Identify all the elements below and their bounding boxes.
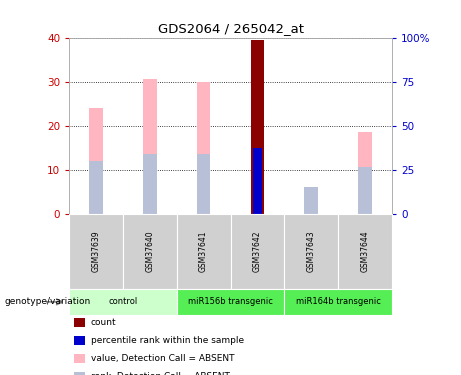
Text: GSM37641: GSM37641 bbox=[199, 231, 208, 272]
Text: GSM37642: GSM37642 bbox=[253, 231, 262, 272]
Bar bbox=[251, 148, 264, 214]
Bar bbox=[253, 148, 262, 214]
Bar bbox=[89, 161, 103, 214]
Title: GDS2064 / 265042_at: GDS2064 / 265042_at bbox=[158, 22, 303, 35]
Text: count: count bbox=[91, 318, 117, 327]
Bar bbox=[358, 168, 372, 214]
Bar bbox=[358, 132, 372, 214]
Text: genotype/variation: genotype/variation bbox=[5, 297, 91, 306]
Bar bbox=[197, 82, 210, 214]
Bar bbox=[143, 80, 157, 214]
Bar bbox=[304, 188, 318, 214]
Text: rank, Detection Call = ABSENT: rank, Detection Call = ABSENT bbox=[91, 372, 230, 375]
Text: GSM37639: GSM37639 bbox=[92, 230, 100, 272]
Text: GSM37644: GSM37644 bbox=[361, 230, 369, 272]
Text: miR164b transgenic: miR164b transgenic bbox=[296, 297, 380, 306]
Text: GSM37643: GSM37643 bbox=[307, 230, 316, 272]
Bar bbox=[197, 154, 210, 214]
Text: control: control bbox=[108, 297, 137, 306]
Text: value, Detection Call = ABSENT: value, Detection Call = ABSENT bbox=[91, 354, 234, 363]
Bar bbox=[89, 108, 103, 214]
Bar bbox=[143, 154, 157, 214]
Bar bbox=[251, 40, 264, 214]
Text: GSM37640: GSM37640 bbox=[145, 230, 154, 272]
Text: percentile rank within the sample: percentile rank within the sample bbox=[91, 336, 244, 345]
Text: miR156b transgenic: miR156b transgenic bbox=[188, 297, 273, 306]
